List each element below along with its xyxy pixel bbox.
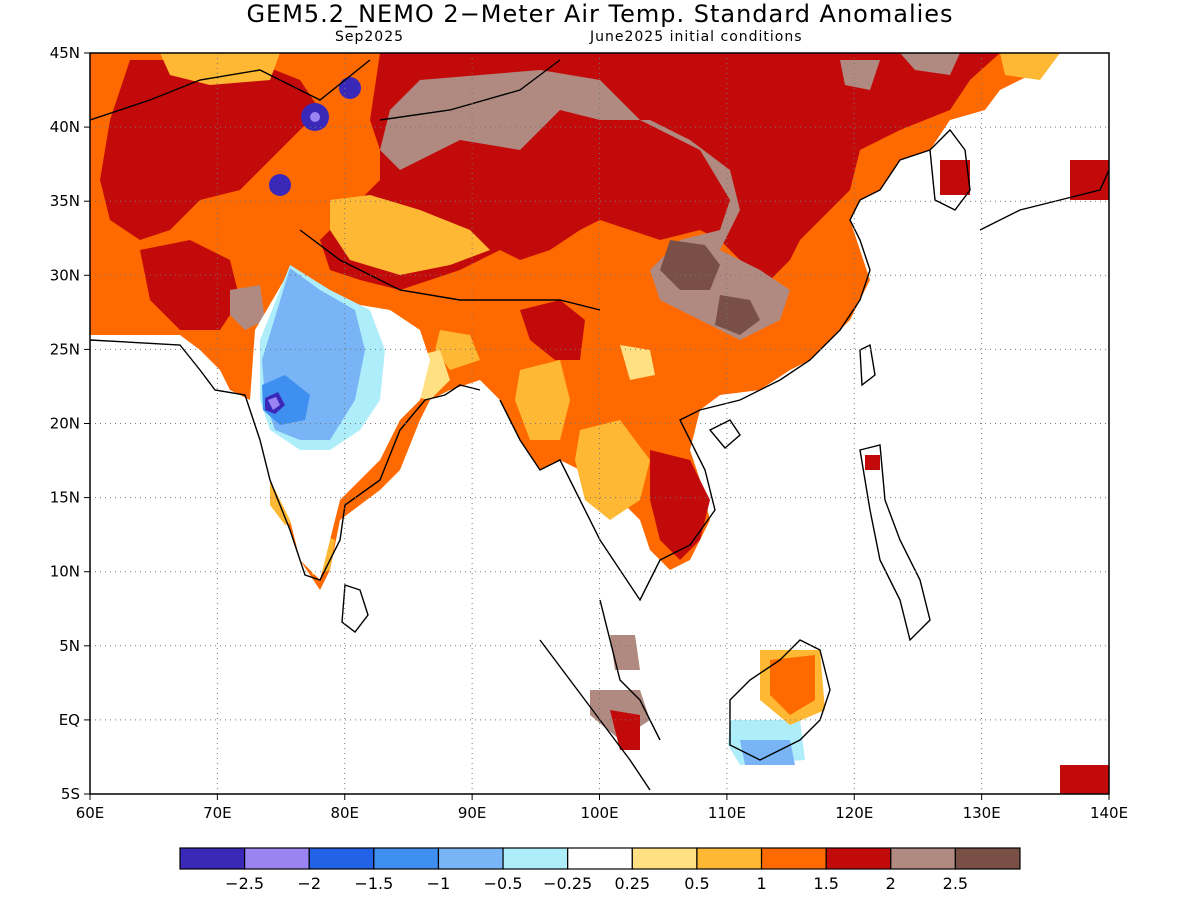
- colorbar-swatch: [179, 847, 246, 870]
- lon-tick-label: 100E: [580, 804, 618, 822]
- colorbar-label: −1.5: [354, 874, 393, 893]
- lon-tick-label: 60E: [76, 804, 105, 822]
- anomaly-region-purple: [310, 112, 320, 122]
- anomaly-region-purple: [268, 397, 280, 410]
- lat-tick-label: 5N: [59, 637, 80, 655]
- coastline-borneo: [729, 639, 831, 761]
- lat-tick-label: 45N: [50, 44, 80, 62]
- colorbar-label: 2.5: [943, 874, 968, 893]
- anomaly-region-yellow: [620, 345, 655, 380]
- colorbar-swatch: [760, 847, 827, 870]
- coastline-korea: [929, 128, 971, 211]
- lat-tick-label: 5S: [61, 785, 80, 803]
- forecast-month: Sep2025: [335, 29, 405, 45]
- lon-tick-label: 70E: [203, 804, 232, 822]
- coastline-japan: [979, 169, 1110, 231]
- lat-tick-label: 10N: [50, 563, 80, 581]
- anomaly-field: [90, 53, 1109, 794]
- lon-tick-label: 140E: [1090, 804, 1128, 822]
- anomaly-region-light-orange: [160, 53, 280, 85]
- border-tibet: [299, 229, 601, 311]
- latitude-axis: 5S EQ 5N 10N 15N 20N 25N 30N 35N 40N 45N: [50, 44, 90, 803]
- colorbar: −2.5 −2 −1.5 −1 −0.5 −0.25 0.25 0.5 1 1.5 2 2.5: [179, 847, 1021, 893]
- anomaly-region-dark-red: [610, 710, 640, 750]
- colorbar-swatch: [631, 847, 698, 870]
- colorbar-swatch: [567, 847, 633, 870]
- colorbar-label: −2.5: [225, 874, 264, 893]
- anomaly-region-light-orange: [330, 195, 490, 275]
- anomaly-region-dark-brown: [660, 240, 720, 290]
- border-central-asia: [89, 59, 371, 121]
- colorbar-label: 2: [886, 874, 896, 893]
- lat-tick-label: 40N: [50, 118, 80, 136]
- anomaly-region-light-orange: [435, 330, 480, 370]
- colorbar-swatch: [244, 847, 310, 870]
- anomaly-region-dark-blue: [339, 77, 361, 99]
- lon-tick-label: 90E: [458, 804, 487, 822]
- anomaly-region-light-orange: [515, 360, 570, 440]
- lat-tick-label: 20N: [50, 415, 80, 433]
- border-china-mongolia: [379, 59, 561, 121]
- anomaly-region-rose-brown: [610, 635, 640, 670]
- colorbar-label: 0.25: [614, 874, 650, 893]
- anomaly-region-light-blue: [740, 740, 795, 765]
- anomaly-region-dark-blue: [269, 174, 291, 196]
- anomaly-region-orange: [770, 655, 815, 715]
- anomaly-region-dark-red: [940, 160, 970, 195]
- anomaly-region-dark-red: [650, 450, 710, 560]
- anomaly-region-rose-brown: [900, 53, 960, 75]
- coastline-indochina: [499, 149, 931, 602]
- colorbar-swatch: [825, 847, 892, 870]
- coastline-philippines: [859, 444, 931, 642]
- lat-tick-label: EQ: [59, 711, 80, 729]
- anomaly-region-dark-red: [100, 60, 320, 240]
- colorbar-swatch: [308, 847, 375, 870]
- coastline-india: [89, 339, 481, 581]
- colorbar-swatch: [502, 847, 569, 870]
- lon-tick-label: 110E: [708, 804, 746, 822]
- coastline-taiwan: [859, 343, 876, 387]
- colorbar-label: −1: [427, 874, 451, 893]
- map-grid: [90, 53, 1109, 794]
- lat-tick-label: 35N: [50, 192, 80, 210]
- lon-tick-label: 120E: [835, 804, 873, 822]
- anomaly-region-rose-brown: [230, 285, 265, 330]
- coastline-sri-lanka: [341, 584, 369, 633]
- anomaly-region-rose-brown: [840, 60, 880, 90]
- colorbar-label: −0.5: [484, 874, 523, 893]
- anomaly-region-dark-red: [140, 240, 240, 330]
- anomaly-region-dark-red: [865, 455, 880, 470]
- colorbar-swatch: [890, 847, 956, 870]
- coastline-hainan: [708, 419, 741, 449]
- anomaly-region-light-orange: [575, 420, 650, 520]
- colorbar-label: 1: [756, 874, 766, 893]
- colorbar-swatch: [954, 847, 1021, 870]
- longitude-axis: 60E 70E 80E 90E 100E 110E 120E 130E 140E: [76, 794, 1128, 822]
- colorbar-label: 0.5: [684, 874, 709, 893]
- anomaly-region-dark-red: [1070, 160, 1109, 200]
- coastline-malay: [599, 599, 661, 741]
- initial-conditions-label: June2025 initial conditions: [590, 29, 803, 45]
- lat-tick-label: 25N: [50, 340, 80, 358]
- colorbar-swatch: [437, 847, 504, 870]
- coastlines: [89, 59, 1110, 791]
- lat-tick-label: 15N: [50, 489, 80, 507]
- map-title: GEM5.2_NEMO 2−Meter Air Temp. Standard A…: [246, 0, 954, 28]
- colorbar-swatch: [696, 847, 763, 870]
- lat-tick-label: 30N: [50, 266, 80, 284]
- colorbar-swatch: [373, 847, 440, 870]
- colorbar-label: −0.25: [543, 874, 592, 893]
- anomaly-region-dark-red: [1060, 765, 1109, 794]
- anomaly-region-dark-red: [520, 300, 585, 360]
- anomaly-region-light-orange: [1000, 53, 1060, 80]
- anomaly-region-dark-brown: [715, 295, 760, 335]
- colorbar-label: 1.5: [813, 874, 838, 893]
- colorbar-label: −2: [297, 874, 321, 893]
- lon-tick-label: 130E: [963, 804, 1001, 822]
- lon-tick-label: 80E: [330, 804, 359, 822]
